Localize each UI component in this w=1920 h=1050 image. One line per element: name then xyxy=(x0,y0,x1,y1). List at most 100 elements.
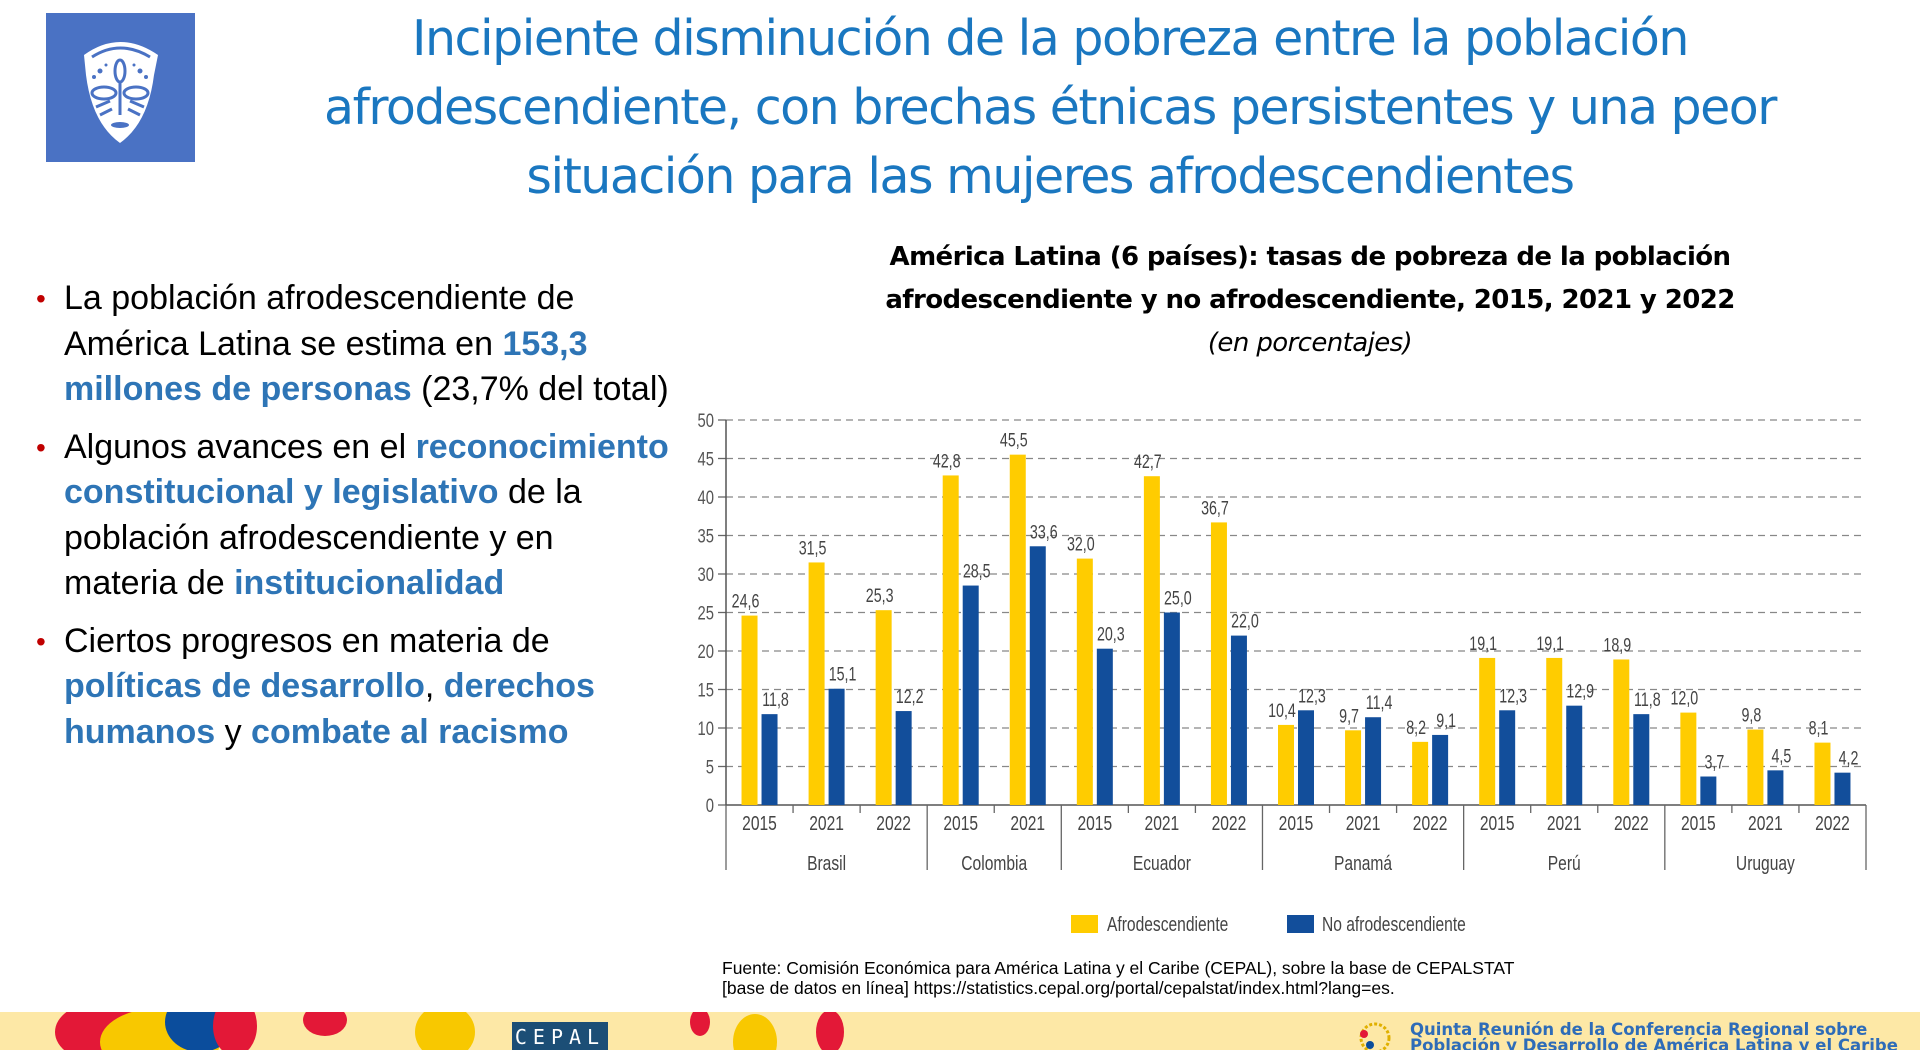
country-label: Panamá xyxy=(1334,852,1392,874)
data-label: 4,2 xyxy=(1839,748,1859,769)
bullet-text: Algunos avances en el reconocimiento con… xyxy=(64,427,669,603)
data-label: 3,7 xyxy=(1704,752,1724,773)
bar-afrodescendiente xyxy=(1278,724,1294,805)
bar-afrodescendiente xyxy=(1747,729,1764,805)
bar-afrodescendiente xyxy=(1814,742,1831,805)
x-tick-label: 2021 xyxy=(809,812,844,834)
data-label: 12,9 xyxy=(1566,681,1594,702)
page-title: Incipiente disminución de la pobreza ent… xyxy=(324,10,1777,205)
bullet-list: • La población afrodescendiente de Améri… xyxy=(36,276,676,767)
bullet-dot-icon: • xyxy=(36,283,46,314)
bar-afrodescendiente xyxy=(1546,657,1563,805)
legend-label: No afrodescendiente xyxy=(1322,913,1466,935)
y-tick-label: 40 xyxy=(698,487,714,508)
legend-swatch-afrodescendiente xyxy=(1071,915,1098,933)
data-label: 42,7 xyxy=(1134,451,1162,472)
bar-afrodescendiente xyxy=(1345,730,1362,805)
bar-no-afrodescendiente xyxy=(895,711,912,805)
logo xyxy=(46,13,195,162)
data-label: 12,3 xyxy=(1499,685,1527,706)
data-label: 19,1 xyxy=(1536,633,1564,654)
y-tick-label: 35 xyxy=(698,526,714,547)
data-label: 25,0 xyxy=(1164,588,1192,609)
data-label: 32,0 xyxy=(1067,534,1095,555)
data-label: 45,5 xyxy=(1000,430,1028,451)
data-label: 11,4 xyxy=(1366,692,1393,713)
footer-banner: CEPAL Quinta Reunión de la Conferencia R… xyxy=(0,1012,1920,1050)
bullet-item: • La población afrodescendiente de Améri… xyxy=(36,276,676,413)
bar-no-afrodescendiente xyxy=(1096,648,1113,805)
data-label: 18,9 xyxy=(1603,634,1631,655)
bar-afrodescendiente xyxy=(1613,659,1630,805)
x-tick-label: 2015 xyxy=(1480,812,1515,834)
bullet-item: • Ciertos progresos en materia de políti… xyxy=(36,619,676,756)
bar-no-afrodescendiente xyxy=(1633,714,1650,805)
x-tick-label: 2022 xyxy=(1413,812,1448,834)
bar-afrodescendiente xyxy=(1009,454,1026,805)
data-label: 11,8 xyxy=(1634,689,1661,710)
y-tick-label: 10 xyxy=(698,718,714,739)
bar-afrodescendiente xyxy=(875,610,892,805)
x-tick-label: 2022 xyxy=(1212,812,1247,834)
bullet-text: Ciertos progresos en materia de política… xyxy=(64,621,595,751)
data-label: 12,0 xyxy=(1670,688,1698,709)
legend-swatch-no-afrodescendiente xyxy=(1287,915,1314,933)
bar-no-afrodescendiente xyxy=(1566,705,1583,805)
x-tick-label: 2021 xyxy=(1145,812,1180,834)
data-label: 31,5 xyxy=(799,537,827,558)
bar-no-afrodescendiente xyxy=(1163,612,1180,805)
cepal-logo: CEPAL xyxy=(512,1022,608,1050)
bar-no-afrodescendiente xyxy=(1298,710,1314,805)
african-mask-icon xyxy=(84,42,158,143)
data-label: 36,7 xyxy=(1201,497,1229,518)
bar-afrodescendiente xyxy=(1412,741,1429,805)
y-tick-label: 0 xyxy=(706,795,714,816)
data-label: 4,5 xyxy=(1772,745,1792,766)
data-label: 15,1 xyxy=(829,664,857,685)
y-tick-label: 50 xyxy=(698,410,714,431)
bar-no-afrodescendiente xyxy=(1365,717,1382,805)
data-label: 33,6 xyxy=(1030,521,1058,542)
bar-no-afrodescendiente xyxy=(1700,776,1717,805)
x-tick-label: 2015 xyxy=(1279,812,1314,834)
data-label: 42,8 xyxy=(933,450,961,471)
bar-no-afrodescendiente xyxy=(1230,635,1247,805)
data-label: 11,8 xyxy=(762,689,789,710)
bar-afrodescendiente xyxy=(942,475,959,805)
bar-no-afrodescendiente xyxy=(1432,734,1449,805)
bar-afrodescendiente xyxy=(1210,522,1227,805)
bar-afrodescendiente xyxy=(741,615,758,805)
data-label: 25,3 xyxy=(866,585,894,606)
data-label: 8,2 xyxy=(1406,717,1426,738)
legend-label: Afrodescendiente xyxy=(1107,913,1228,935)
x-tick-label: 2015 xyxy=(1077,812,1112,834)
bar-no-afrodescendiente xyxy=(1834,772,1851,805)
y-tick-label: 5 xyxy=(706,757,714,778)
x-tick-label: 2015 xyxy=(742,812,777,834)
bar-no-afrodescendiente xyxy=(828,688,845,805)
x-tick-label: 2022 xyxy=(876,812,911,834)
bar-no-afrodescendiente xyxy=(1029,546,1046,805)
bar-no-afrodescendiente xyxy=(1499,710,1516,805)
bar-afrodescendiente xyxy=(1143,476,1160,805)
data-label: 19,1 xyxy=(1469,633,1497,654)
x-tick-label: 2021 xyxy=(1010,812,1045,834)
x-tick-label: 2021 xyxy=(1346,812,1381,834)
y-tick-label: 30 xyxy=(698,564,714,585)
country-label: Ecuador xyxy=(1133,852,1191,874)
y-tick-label: 15 xyxy=(698,680,714,701)
conference-title: Quinta Reunión de la Conferencia Regiona… xyxy=(1410,1020,1898,1050)
data-label: 12,3 xyxy=(1298,685,1326,706)
y-tick-label: 45 xyxy=(698,449,714,470)
data-label: 9,1 xyxy=(1436,710,1456,731)
bar-no-afrodescendiente xyxy=(1767,770,1784,805)
footer-decoration xyxy=(55,1012,844,1050)
bar-afrodescendiente xyxy=(808,562,825,805)
x-tick-label: 2015 xyxy=(943,812,978,834)
data-label: 9,8 xyxy=(1742,705,1762,726)
bar-afrodescendiente xyxy=(1479,657,1496,805)
data-label: 22,0 xyxy=(1231,611,1259,632)
bullet-item: • Algunos avances en el reconocimiento c… xyxy=(36,425,676,607)
x-tick-label: 2021 xyxy=(1748,812,1783,834)
